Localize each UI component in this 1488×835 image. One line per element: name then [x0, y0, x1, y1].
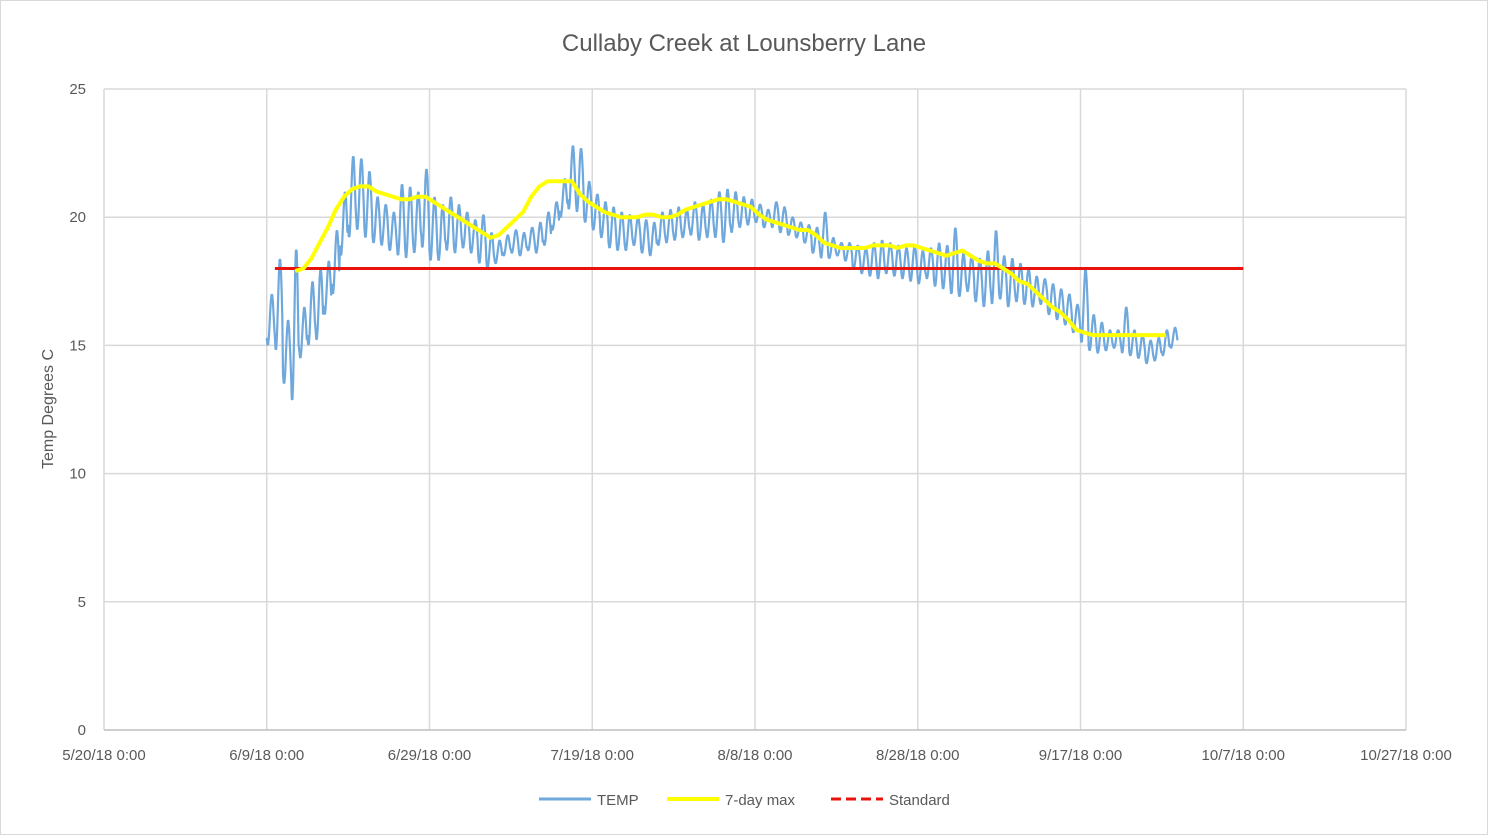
x-tick-label: 6/29/18 0:00	[388, 747, 471, 764]
x-tick-label: 8/8/18 0:00	[717, 747, 792, 764]
x-tick-label: 8/28/18 0:00	[876, 747, 959, 764]
y-tick-label: 15	[69, 337, 86, 354]
legend: TEMP 7-day max Standard	[539, 792, 950, 809]
y-axis-title: Temp Degrees C	[40, 349, 57, 469]
series-layer	[265, 145, 1244, 401]
legend-item-standard: Standard	[831, 792, 950, 809]
axes: 0 5 10 15 20 25 5/20/18 0:00 6/9/18 0:00 6/29/18…	[62, 81, 1452, 764]
x-tick-label: 6/9/18 0:00	[229, 747, 304, 764]
legend-item-7-day-max: 7-day max	[667, 792, 796, 809]
x-tick-label: 10/7/18 0:00	[1202, 747, 1285, 764]
x-tick-label: 7/19/18 0:00	[551, 747, 634, 764]
x-tick-label: 5/20/18 0:00	[62, 747, 145, 764]
y-tick-label: 5	[78, 594, 86, 611]
y-tick-label: 10	[69, 466, 86, 483]
legend-label: Standard	[889, 792, 950, 809]
series-7day-max-line	[294, 179, 1166, 338]
chart-title: Cullaby Creek at Lounsberry Lane	[562, 30, 926, 57]
legend-label: 7-day max	[725, 792, 796, 809]
x-tick-label: 10/27/18 0:00	[1360, 747, 1452, 764]
y-tick-label: 0	[78, 722, 86, 739]
y-tick-label: 20	[69, 209, 86, 226]
x-tick-label: 9/17/18 0:00	[1039, 747, 1122, 764]
series-temp-line	[265, 145, 1179, 401]
y-tick-label: 25	[69, 81, 86, 98]
legend-label: TEMP	[597, 792, 639, 809]
gridlines	[103, 88, 1407, 730]
legend-item-temp: TEMP	[539, 792, 639, 809]
